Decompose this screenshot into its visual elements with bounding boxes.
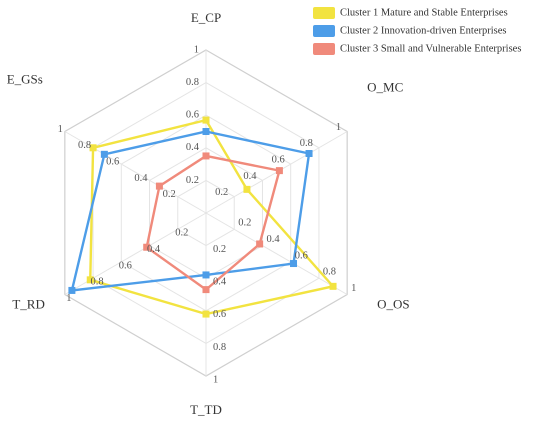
data-point [202, 128, 210, 135]
axis-label: E_CP [191, 10, 221, 25]
tick-label: 1 [213, 374, 218, 385]
tick-label: 0.6 [213, 309, 226, 320]
data-point [202, 310, 210, 318]
legend-item-label: Cluster 3 Small and Vulnerable Enterpris… [340, 43, 521, 54]
data-point [305, 150, 313, 158]
series-line [145, 154, 281, 292]
data-point [100, 150, 108, 158]
axis-line [64, 131, 207, 214]
tick-label: 1 [351, 283, 356, 294]
series-group [68, 128, 313, 294]
tick-label: 0.6 [186, 110, 199, 121]
data-point [155, 182, 163, 190]
tick-label: 0.6 [106, 157, 119, 168]
tick-label: 0.4 [266, 234, 280, 245]
axis-label: O_MC [367, 80, 403, 95]
tick-label: 0.6 [272, 155, 285, 166]
data-point [256, 240, 264, 248]
axis-label: O_OS [377, 297, 410, 312]
legend-swatch [313, 7, 335, 19]
legend-swatch [313, 25, 335, 37]
tick-label: 1 [66, 293, 71, 304]
tick-label: 0.4 [186, 142, 200, 153]
tick-label: 0.2 [163, 189, 176, 200]
data-point [275, 167, 283, 175]
data-point [68, 286, 76, 294]
data-point [202, 116, 210, 124]
tick-label: 0.6 [119, 260, 132, 271]
legend-swatch [313, 43, 335, 55]
tick-label: 0.6 [295, 250, 308, 261]
tick-label: 1 [194, 44, 199, 55]
data-point [329, 282, 337, 290]
tick-label: 0.4 [134, 173, 148, 184]
data-point [86, 276, 94, 284]
tick-label: 0.2 [238, 218, 251, 229]
axis-label: T_TD [190, 402, 222, 417]
tick-labels: 0.2 0.4 0.6 0.8 1 0.2 0.4 0.6 0.8 1 0.2 0.4 0.6 0.8 1 0… [58, 44, 357, 385]
data-point [89, 144, 97, 152]
data-point [202, 286, 210, 294]
tick-label: 0.2 [215, 187, 228, 198]
axis-line [205, 212, 348, 295]
legend-item-label: Cluster 1 Mature and Stable Enterprises [340, 7, 508, 18]
tick-label: 0.8 [78, 140, 91, 151]
tick-label: 0.4 [147, 244, 161, 255]
tick-label: 0.8 [186, 77, 199, 88]
series-layer [68, 116, 337, 318]
tick-label: 0.8 [91, 277, 104, 288]
radar-grid [64, 49, 348, 377]
data-point [290, 260, 298, 268]
axis-label: E_GSs [7, 72, 43, 87]
legend: Cluster 1 Mature and Stable Enterprises C… [313, 7, 521, 55]
data-point [143, 243, 151, 251]
legend-item-label: Cluster 2 Innovation-driven Enterprises [340, 25, 507, 36]
axis-label: T_RD [12, 297, 45, 312]
tick-label: 0.4 [243, 171, 257, 182]
data-point [243, 185, 251, 193]
series-group [86, 116, 337, 318]
axis-labels: E_CP O_MC O_OS T_TD T_RD E_GSs [7, 10, 410, 417]
tick-label: 1 [58, 124, 63, 135]
tick-label: 0.2 [175, 228, 188, 239]
tick-label: 0.8 [300, 138, 313, 149]
data-point [202, 152, 210, 160]
tick-label: 0.2 [186, 175, 199, 186]
series-group [143, 152, 283, 294]
tick-label: 0.2 [213, 244, 226, 255]
data-point [202, 271, 210, 279]
tick-label: 0.8 [323, 267, 336, 278]
tick-label: 0.4 [213, 277, 227, 288]
tick-label: 0.8 [213, 342, 226, 353]
tick-label: 1 [336, 122, 341, 133]
